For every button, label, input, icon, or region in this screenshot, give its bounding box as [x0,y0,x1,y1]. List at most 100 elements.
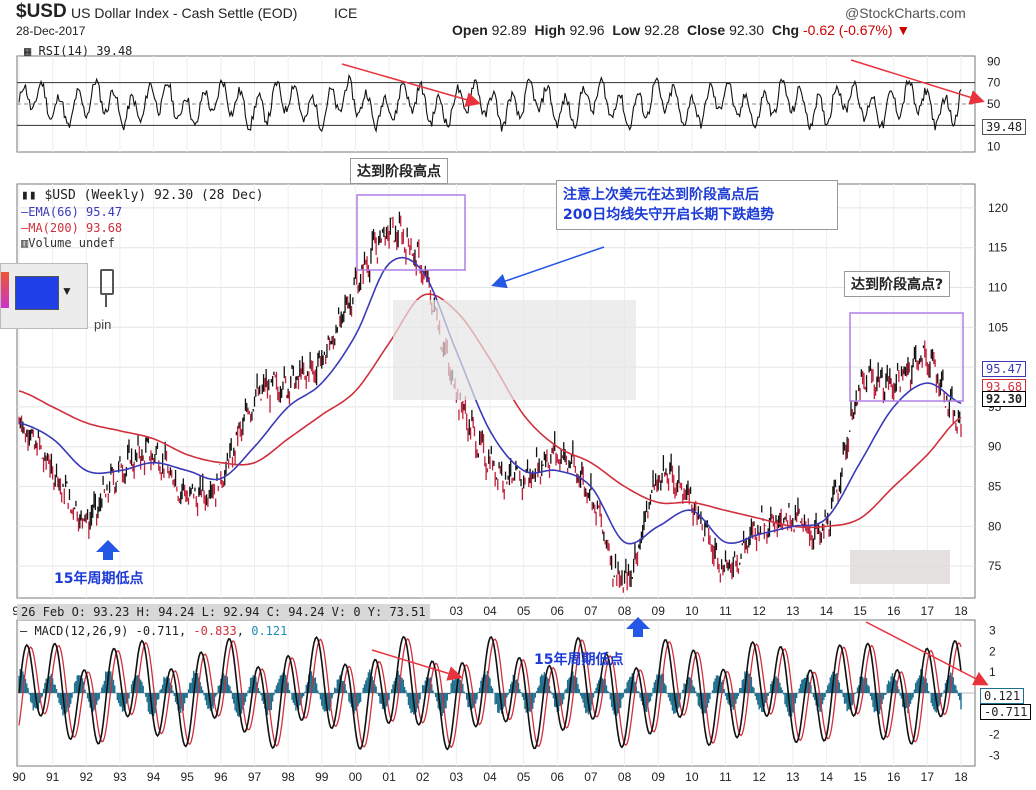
annotation-note: 注意上次美元在达到阶段高点后 200日均线失守开启长期下跌趋势 [556,180,838,230]
year-label-mid: 12 [752,604,766,618]
legend-ema: —EMA(66) 95.47 [21,205,123,219]
color-picker[interactable]: ▼ [0,263,88,329]
year-label-bottom: 08 [618,770,632,784]
year-label-bottom: 98 [281,770,295,784]
year-label-bottom: 07 [584,770,598,784]
year-label-mid: 16 [887,604,901,618]
pin-label: pin [94,317,112,332]
color-swatch[interactable] [15,276,59,310]
year-label-mid: 03 [450,604,464,618]
watermark-blur [393,300,636,400]
year-label-bottom: 91 [46,770,60,784]
year-label-bottom: 10 [685,770,699,784]
rsi-legend: ▦ RSI(14) 39.48 [24,44,133,58]
year-label-bottom: 17 [921,770,935,784]
year-label-mid: 09 [652,604,666,618]
annotation-low-1992: 15年周期低点 [54,571,144,587]
price-tick-label: 75 [988,559,1002,573]
price-legend-title: ▮▮ $USD (Weekly) 92.30 (28 Dec) [21,188,264,203]
year-label-bottom: 12 [752,770,766,784]
rsi-tick-label: 10 [987,140,1001,154]
color-strip [1,272,9,308]
year-label-bottom: 16 [887,770,901,784]
macd-line [18,635,962,751]
year-label-bottom: 96 [214,770,228,784]
trend-arrow-red [341,63,481,107]
rsi-tick-label: 50 [987,97,1001,111]
trend-arrow-red [865,621,989,686]
year-label-bottom: 02 [416,770,430,784]
cursor-readout: 26 Feb O: 93.23 H: 94.24 L: 92.94 C: 94.… [17,604,430,620]
year-label-mid: 06 [551,604,565,618]
legend-icon: ▦ [24,44,32,58]
price-tick-label: 120 [988,201,1008,215]
price-tick-label: 80 [988,519,1002,533]
cycle-low-arrow-1992 [96,540,120,560]
macd-tick-label: 1 [989,665,996,679]
macd-tick-label: 2 [989,644,996,658]
year-label-bottom: 00 [349,770,363,784]
watermark-blur-small [850,550,950,584]
price-tick-label: 105 [988,320,1008,334]
peak-box-2001 [356,194,466,271]
year-label-bottom: 94 [147,770,161,784]
annotation-peak-now: 达到阶段高点? [844,271,951,297]
year-label-bottom: 06 [551,770,565,784]
rsi-tick-label: 70 [987,76,1001,90]
legend-ma: —MA(200) 93.68 [21,221,123,235]
price-tick-label: 90 [988,440,1002,454]
year-label-bottom: 97 [248,770,262,784]
annotation-low-2008: 15年周期低点 [534,652,624,668]
year-label-mid: 08 [618,604,632,618]
year-label-mid: 04 [483,604,497,618]
trend-arrow-red [371,649,463,681]
annotation-peak-2001: 达到阶段高点 [350,158,448,184]
brand-logo[interactable]: @StockCharts.com [845,5,966,21]
date-label: 28-Dec-2017 [16,24,86,38]
pointer-arrow-blue [491,246,605,289]
year-label-mid: 13 [786,604,800,618]
rsi-tick-label: 90 [987,54,1001,68]
symbol-title: $USD [16,1,67,22]
year-label-mid: 10 [685,604,699,618]
ema-value-tag: 95.47 [982,361,1027,377]
year-label-mid: 17 [921,604,935,618]
legend-volume: ▥Volume undef [21,236,115,250]
year-label-bottom: 99 [315,770,329,784]
year-label-bottom: 11 [719,770,732,784]
peak-box-now [849,312,964,402]
macd-tick-label: -3 [989,749,1000,763]
year-label-bottom: 18 [954,770,968,784]
year-label-mid: 05 [517,604,531,618]
year-label-bottom: 92 [80,770,94,784]
pin-icon [100,269,114,295]
cycle-low-arrow-2008 [626,617,650,637]
exchange-label: ICE [334,5,358,21]
year-label-mid: 07 [584,604,598,618]
hist-value-tag: 0.121 [980,688,1025,704]
macd-tick-label: -2 [989,728,1000,742]
year-label-bottom: 05 [517,770,531,784]
price-panel-frame [16,183,976,599]
year-label-bottom: 03 [450,770,464,784]
instrument-name: US Dollar Index - Cash Settle (EOD) [71,5,298,21]
macd-signal-line [18,638,962,749]
year-label-bottom: 01 [382,770,396,784]
rsi-line [18,73,962,134]
ohlc-readout: Open 92.89 High 92.96 Low 92.28 Close 92… [452,22,911,38]
rsi-value-tag: 39.48 [982,119,1027,135]
pin-tool[interactable]: pin [92,265,122,337]
macd-legend: — MACD(12,26,9) -0.711, -0.833, 0.121 [20,624,288,638]
close-value-tag: 92.30 [982,391,1027,407]
year-label-bottom: 15 [853,770,867,784]
year-label-bottom: 13 [786,770,800,784]
trend-arrow-red [850,59,985,105]
price-tick-label: 85 [988,480,1002,494]
chevron-down-icon[interactable]: ▼ [61,284,73,298]
year-label-mid: 11 [719,604,732,618]
macd-value-tag: -0.711 [980,704,1032,720]
year-label-bottom: 14 [820,770,834,784]
year-label-mid: 15 [853,604,867,618]
